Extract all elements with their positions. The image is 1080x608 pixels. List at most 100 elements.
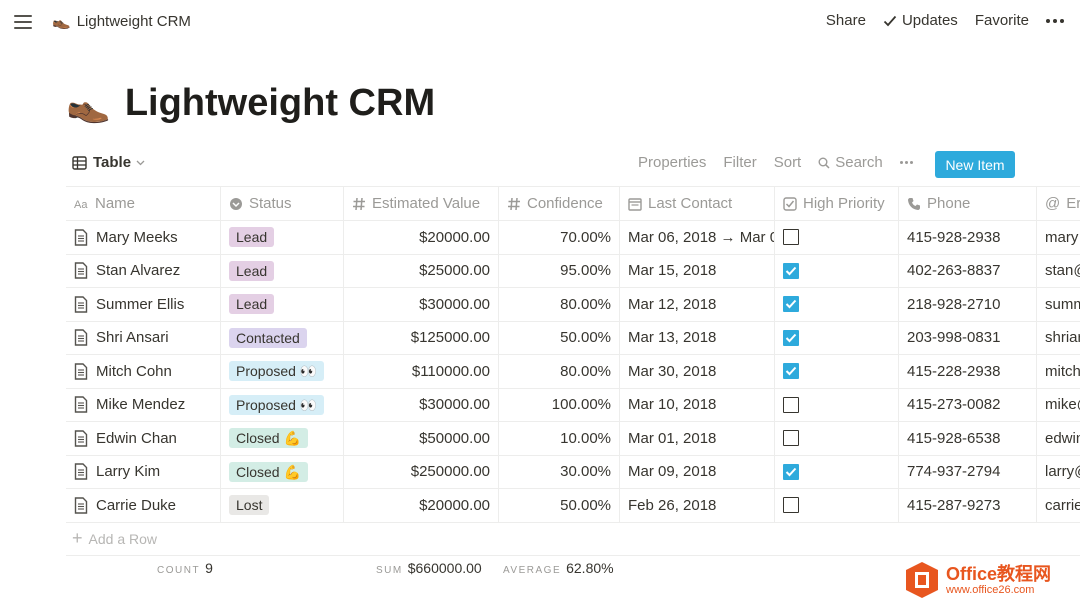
column-header-email[interactable]: @ Er [1045, 195, 1080, 212]
name-cell[interactable]: Summer Ellis [66, 288, 221, 321]
column-header-confidence[interactable]: Confidence [499, 187, 620, 220]
last-contact-cell[interactable]: Mar 09, 2018 [620, 455, 775, 488]
phone-cell[interactable]: 774-937-2794 [899, 455, 1037, 488]
priority-checkbox[interactable] [783, 463, 799, 480]
email-cell[interactable]: carrie [1045, 496, 1080, 514]
menu-icon[interactable] [14, 13, 34, 29]
table-row[interactable]: Edwin Chan Closed 💪 $50000.00 10.00% Mar 01,… [66, 422, 1080, 456]
name-cell[interactable]: Larry Kim [66, 455, 221, 488]
value-cell[interactable]: $125000.00 [344, 321, 499, 354]
column-header-status[interactable]: Status [221, 187, 344, 220]
name-cell[interactable]: Carrie Duke [66, 489, 221, 522]
table-row[interactable]: Mike Mendez Proposed 👀 $30000.00 100.00% Mar… [66, 388, 1080, 422]
priority-checkbox[interactable] [783, 262, 799, 279]
name-cell[interactable]: Mike Mendez [66, 388, 221, 421]
status-cell[interactable]: Proposed 👀 [221, 388, 344, 421]
status-cell[interactable]: Proposed 👀 [221, 355, 344, 388]
priority-checkbox[interactable] [783, 497, 799, 514]
status-cell[interactable]: Closed 💪 [221, 422, 344, 455]
phone-cell[interactable]: 203-998-0831 [899, 321, 1037, 354]
value-cell[interactable]: $20000.00 [344, 221, 499, 254]
email-cell[interactable]: larry@ [1045, 463, 1080, 481]
confidence-cell[interactable]: 80.00% [499, 355, 620, 388]
status-cell[interactable]: Lead [221, 254, 344, 287]
status-cell[interactable]: Closed 💪 [221, 455, 344, 488]
column-header-name[interactable]: Aa Name [66, 187, 221, 220]
email-cell[interactable]: stan@ [1045, 262, 1080, 280]
table-row[interactable]: Mitch Cohn Proposed 👀 $110000.00 80.00% Mar … [66, 355, 1080, 389]
email-cell[interactable]: shriar [1045, 329, 1080, 347]
email-cell[interactable]: mitch [1045, 362, 1080, 380]
name-cell[interactable]: Mitch Cohn [66, 355, 221, 388]
email-cell[interactable]: mike@ [1045, 396, 1080, 414]
share-button[interactable]: Share [825, 12, 866, 29]
last-contact-cell[interactable]: Mar 12, 2018 [620, 288, 775, 321]
phone-cell[interactable]: 415-928-2938 [899, 221, 1037, 254]
value-cell[interactable]: $30000.00 [344, 388, 499, 421]
value-cell[interactable]: $50000.00 [344, 422, 499, 455]
page-title-text[interactable]: Lightweight CRM [124, 82, 436, 124]
priority-checkbox[interactable] [783, 396, 799, 413]
favorite-button[interactable]: Favorite [974, 12, 1029, 29]
last-contact-cell[interactable]: Mar 06, 2018 → Mar 0 [620, 221, 775, 254]
priority-checkbox[interactable] [783, 296, 799, 313]
last-contact-cell[interactable]: Feb 26, 2018 [620, 489, 775, 522]
priority-checkbox[interactable] [783, 329, 799, 346]
value-cell[interactable]: $20000.00 [344, 489, 499, 522]
sum-aggregate[interactable]: SUM $660000.00 [376, 560, 482, 576]
properties-button[interactable]: Properties [638, 154, 707, 171]
last-contact-cell[interactable]: Mar 30, 2018 [620, 355, 775, 388]
table-row[interactable]: Shri Ansari Contacted $125000.00 50.00% Mar … [66, 321, 1080, 355]
breadcrumb[interactable]: 👞 Lightweight CRM [52, 12, 191, 31]
add-row-button[interactable]: + Add a Row [66, 523, 1080, 556]
confidence-cell[interactable]: 10.00% [499, 422, 620, 455]
phone-cell[interactable]: 218-928-2710 [899, 288, 1037, 321]
new-item-button[interactable]: New Item [935, 151, 1015, 178]
confidence-cell[interactable]: 70.00% [499, 221, 620, 254]
email-cell[interactable]: summ [1045, 295, 1080, 313]
column-header-estimated-value[interactable]: Estimated Value [344, 187, 499, 220]
table-row[interactable]: Summer Ellis Lead $30000.00 80.00% Mar 12, 2… [66, 288, 1080, 322]
status-cell[interactable]: Contacted [221, 321, 344, 354]
name-cell[interactable]: Stan Alvarez [66, 254, 221, 287]
updates-button[interactable]: Updates [883, 12, 958, 29]
phone-cell[interactable]: 402-263-8837 [899, 254, 1037, 287]
confidence-cell[interactable]: 80.00% [499, 288, 620, 321]
more-options-icon[interactable] [1046, 18, 1064, 23]
phone-cell[interactable]: 415-928-6538 [899, 422, 1037, 455]
last-contact-cell[interactable]: Mar 13, 2018 [620, 321, 775, 354]
priority-checkbox[interactable] [783, 363, 799, 380]
name-cell[interactable]: Shri Ansari [66, 321, 221, 354]
column-header-last-contact[interactable]: Last Contact [620, 187, 775, 220]
last-contact-cell[interactable]: Mar 01, 2018 [620, 422, 775, 455]
priority-checkbox[interactable] [783, 430, 799, 447]
count-aggregate[interactable]: COUNT 9 [157, 560, 213, 576]
email-cell[interactable]: mary [1045, 228, 1079, 246]
name-cell[interactable]: Edwin Chan [66, 422, 221, 455]
name-cell[interactable]: Mary Meeks [66, 221, 221, 254]
column-header-high-priority[interactable]: High Priority [775, 187, 899, 220]
status-cell[interactable]: Lead [221, 221, 344, 254]
phone-cell[interactable]: 415-287-9273 [899, 489, 1037, 522]
confidence-cell[interactable]: 95.00% [499, 254, 620, 287]
filter-button[interactable]: Filter [723, 154, 757, 171]
confidence-cell[interactable]: 100.00% [499, 388, 620, 421]
confidence-cell[interactable]: 50.00% [499, 321, 620, 354]
confidence-cell[interactable]: 30.00% [499, 455, 620, 488]
email-cell[interactable]: edwin [1045, 429, 1080, 447]
average-aggregate[interactable]: AVERAGE 62.80% [503, 560, 614, 576]
value-cell[interactable]: $250000.00 [344, 455, 499, 488]
table-row[interactable]: Carrie Duke Lost $20000.00 50.00% Feb 26, 20… [66, 489, 1080, 523]
table-row[interactable]: Larry Kim Closed 💪 $250000.00 30.00% Mar 09,… [66, 455, 1080, 489]
status-cell[interactable]: Lost [221, 489, 344, 522]
value-cell[interactable]: $30000.00 [344, 288, 499, 321]
confidence-cell[interactable]: 50.00% [499, 489, 620, 522]
table-row[interactable]: Mary Meeks Lead $20000.00 70.00% Mar 06, 201… [66, 221, 1080, 255]
value-cell[interactable]: $25000.00 [344, 254, 499, 287]
last-contact-cell[interactable]: Mar 15, 2018 [620, 254, 775, 287]
last-contact-cell[interactable]: Mar 10, 2018 [620, 388, 775, 421]
search-button[interactable]: Search [818, 154, 883, 171]
view-more-icon[interactable] [899, 161, 913, 164]
phone-cell[interactable]: 415-273-0082 [899, 388, 1037, 421]
value-cell[interactable]: $110000.00 [344, 355, 499, 388]
